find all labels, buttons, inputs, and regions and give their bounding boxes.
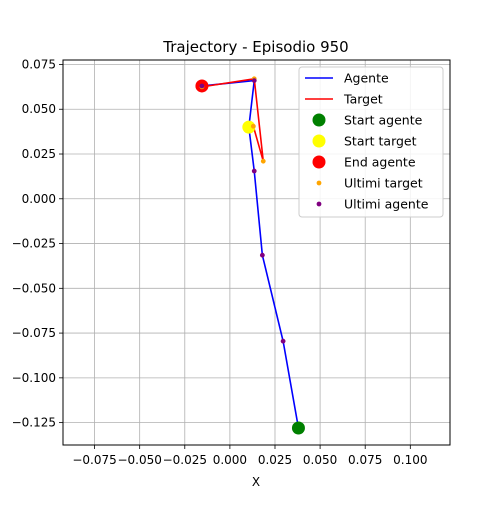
x-axis-ticks: −0.075 −0.050 −0.025 0.000 0.025 0.050 0.075 0.… [72,445,427,467]
x-tick-label: 0.075 [348,453,382,467]
y-tick-label: −0.025 [12,237,56,251]
point-ultimi-agente [259,252,265,258]
point-ultimi-agente [251,78,257,83]
legend-box [298,66,444,218]
legend-label-start-target: Start target [344,134,417,149]
y-tick-label: 0.075 [22,57,56,71]
point-start-agente [291,421,305,435]
x-tick-label: 0.025 [258,453,292,467]
plot-frame [62,59,451,446]
legend-label-end-agente: End agente [344,155,416,170]
plot-data [195,76,305,435]
x-tick-label: 0.000 [213,453,247,467]
point-ultimi-agente [280,338,286,344]
y-tick-label: 0.000 [22,192,56,206]
legend-label-ultimi-target: Ultimi target [344,176,423,191]
x-tick-label: −0.025 [163,453,207,467]
y-tick-label: −0.100 [12,371,56,385]
legend-label-agente: Agente [344,71,389,86]
x-tick-label: −0.075 [72,453,116,467]
point-ultimi-target [260,158,266,164]
y-tick-label: 0.050 [22,102,56,116]
x-tick-label: 0.100 [393,453,427,467]
y-tick-label: −0.075 [12,326,56,340]
chart-title: Trajectory - Episodio 950 [162,38,348,56]
x-axis-label: X [252,475,260,489]
legend-label-target: Target [343,92,383,107]
series-line-target [201,78,265,162]
legend-label-ultimi-agente: Ultimi agente [344,197,429,212]
legend-swatch-start-target [312,134,326,148]
legend: Agente Target Start agente Start target End … [298,66,444,218]
point-ultimi-target [250,123,256,129]
legend-swatch-ultimi-target [316,180,322,186]
y-tick-label: −0.125 [12,416,56,430]
legend-swatch-end-agente [312,155,326,169]
y-axis-ticks: 0.075 0.050 0.025 0.000 −0.025 −0.050 −0.075 −0… [12,57,63,430]
legend-swatch-ultimi-agente [316,201,322,207]
point-ultimi-agente [251,168,257,174]
legend-label-start-agente: Start agente [344,113,423,128]
x-tick-label: 0.050 [303,453,337,467]
point-start-target [242,120,256,134]
point-ultimi-agente [199,83,205,89]
legend-swatch-start-agente [312,113,326,127]
y-tick-label: 0.025 [22,147,56,161]
x-tick-label: −0.050 [117,453,161,467]
y-tick-label: −0.050 [12,281,56,295]
